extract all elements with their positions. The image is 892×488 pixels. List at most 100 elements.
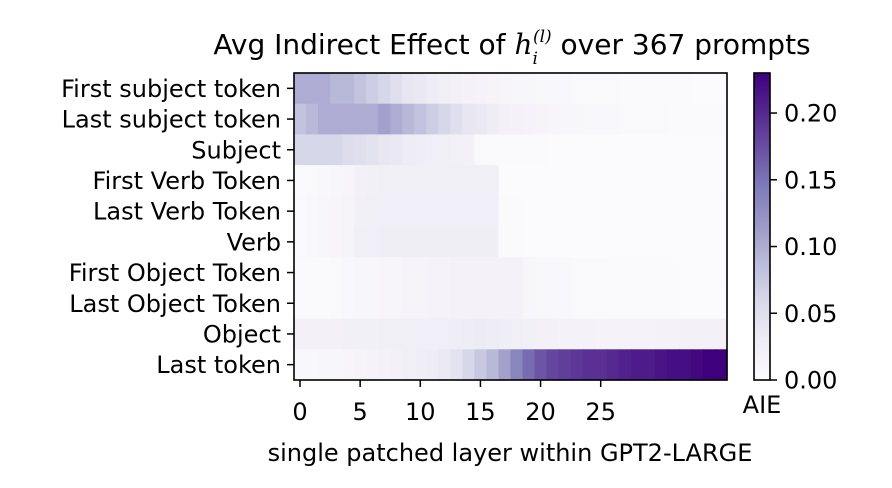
heatmap-cell [378, 195, 391, 228]
heatmap-cell [342, 103, 355, 135]
heatmap-cell [498, 165, 512, 197]
heatmap-cell [498, 287, 512, 320]
heatmap-cell [474, 226, 488, 258]
heatmap-cell [366, 349, 379, 381]
y-tick-label: First Object Token [69, 259, 281, 287]
heatmap-cell [666, 73, 680, 105]
heatmap-cell [330, 73, 343, 105]
heatmap-cell [546, 257, 560, 289]
heatmap-cell [306, 318, 319, 350]
heatmap-cell [690, 73, 704, 105]
heatmap-cell [702, 287, 716, 320]
heatmap-cell [342, 287, 355, 320]
heatmap-cell [330, 103, 343, 135]
heatmap-cell [654, 257, 668, 289]
heatmap-cell [378, 226, 391, 258]
heatmap-cell [294, 195, 307, 228]
heatmap-cell [306, 287, 319, 320]
heatmap-cell [486, 134, 500, 166]
heatmap-cell [546, 165, 560, 197]
heatmap-cell [654, 165, 668, 197]
heatmap-cell [666, 103, 680, 135]
heatmap-cell [522, 73, 536, 105]
heatmap-cell [414, 318, 427, 350]
heatmap-cell [666, 165, 680, 197]
heatmap-cell [426, 318, 439, 350]
heatmap-cell [630, 257, 644, 289]
heatmap-cell [414, 134, 427, 166]
heatmap-cell [522, 226, 536, 258]
heatmap-cell [438, 165, 451, 197]
heatmap-cell [474, 318, 488, 350]
heatmap-cell [690, 165, 704, 197]
y-tick-label: Verb [227, 228, 281, 256]
heatmap-cell [426, 257, 439, 289]
heatmap-cell [414, 73, 427, 105]
heatmap-cell [390, 195, 403, 228]
heatmap-cell [714, 287, 728, 320]
heatmap-cell [690, 287, 704, 320]
heatmap-cell [642, 103, 656, 135]
heatmap-cell [558, 318, 572, 350]
heatmap-cell [510, 349, 524, 381]
heatmap-cell [666, 349, 680, 381]
heatmap-cell [570, 195, 584, 228]
heatmap-cell [582, 165, 596, 197]
heatmap-cell [306, 103, 319, 135]
colorbar-tick-label: 0.10 [784, 233, 837, 261]
heatmap-cell [354, 318, 367, 350]
heatmap-cell [498, 226, 512, 258]
heatmap-cell [450, 349, 463, 381]
heatmap-cell [594, 257, 608, 289]
heatmap-cell [426, 134, 439, 166]
x-tick-label: 25 [585, 398, 616, 426]
heatmap-cell [498, 349, 512, 381]
heatmap-cell [318, 349, 331, 381]
heatmap-cell [330, 287, 343, 320]
colorbar-tick-label: 0.20 [784, 100, 837, 128]
heatmap-cell [618, 226, 632, 258]
heatmap-cell [606, 165, 620, 197]
heatmap-cell [582, 103, 596, 135]
heatmap-cell [342, 134, 355, 166]
heatmap-cell [714, 73, 728, 105]
heatmap-cell [582, 257, 596, 289]
heatmap-cell [642, 318, 656, 350]
heatmap-cell [354, 226, 367, 258]
heatmap-cell [666, 257, 680, 289]
heatmap-cell [462, 73, 476, 105]
heatmap-cell [414, 165, 427, 197]
heatmap-cell [330, 226, 343, 258]
heatmap-cell [582, 73, 596, 105]
heatmap-cell [546, 195, 560, 228]
colorbar: 0.00 0.05 0.10 0.15 0.20 AIE [743, 72, 837, 419]
heatmap-cell [354, 134, 367, 166]
heatmap-cell [318, 134, 331, 166]
heatmap-cell [486, 103, 500, 135]
heatmap-cell [594, 103, 608, 135]
heatmap-cell [522, 103, 536, 135]
heatmap-cell [462, 134, 476, 166]
heatmap-cell [426, 226, 439, 258]
heatmap-cell [630, 287, 644, 320]
heatmap-cell [354, 257, 367, 289]
heatmap-cell [522, 195, 536, 228]
heatmap-cell [558, 165, 572, 197]
heatmap-cell [714, 318, 728, 350]
heatmap-cell [522, 165, 536, 197]
heatmap-cell [426, 165, 439, 197]
heatmap-cell [306, 195, 319, 228]
heatmap-cell [402, 349, 415, 381]
heatmap-cell [654, 287, 668, 320]
heatmap-cell [354, 103, 367, 135]
heatmap-cell [546, 103, 560, 135]
heatmap-cell [558, 349, 572, 381]
heatmap-cell [510, 318, 524, 350]
heatmap-cell [714, 257, 728, 289]
heatmap-cell [390, 287, 403, 320]
x-axis-label: single patched layer within GPT2-LARGE [268, 439, 753, 467]
x-tick-label: 15 [465, 398, 496, 426]
heatmap-cell [594, 165, 608, 197]
heatmap-cell [402, 318, 415, 350]
heatmap-cell [366, 195, 379, 228]
